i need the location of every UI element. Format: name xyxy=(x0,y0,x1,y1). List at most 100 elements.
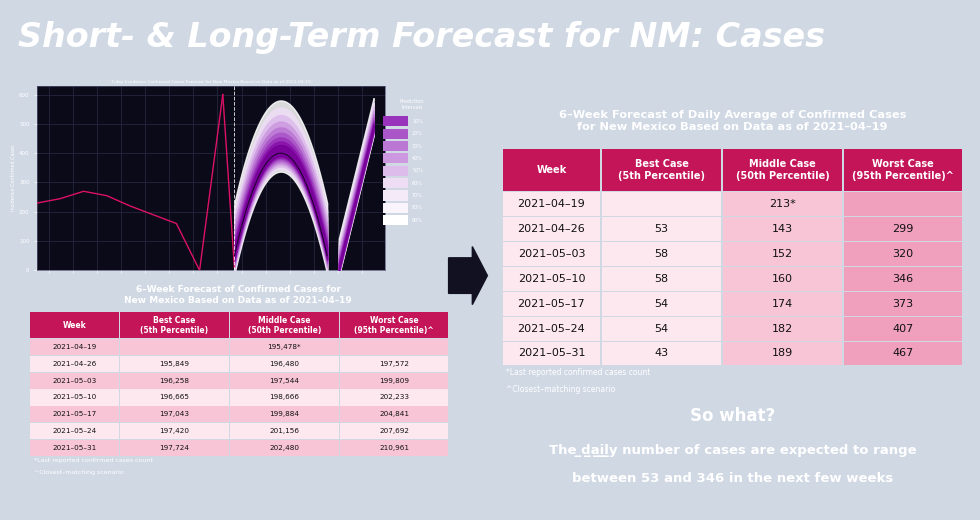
Bar xyxy=(844,267,962,291)
Text: 6–Week Forecast of Confirmed Cases for
New Mexico Based on Data as of 2021–04–19: 6–Week Forecast of Confirmed Cases for N… xyxy=(124,285,352,305)
Bar xyxy=(503,267,600,291)
Text: 195,478*: 195,478* xyxy=(268,344,301,350)
Text: Short- & Long-Term Forecast for NM: Cases: Short- & Long-Term Forecast for NM: Case… xyxy=(18,21,824,54)
Text: 196,258: 196,258 xyxy=(160,378,189,384)
Text: 2021–05–24: 2021–05–24 xyxy=(52,428,97,434)
Text: 2021–05–10: 2021–05–10 xyxy=(517,274,585,284)
Text: 2021–04–26: 2021–04–26 xyxy=(52,361,97,367)
Bar xyxy=(602,149,721,191)
Text: 2021–05–17: 2021–05–17 xyxy=(517,299,585,309)
Bar xyxy=(30,372,119,389)
Text: 2021–04–19: 2021–04–19 xyxy=(52,344,97,350)
Text: 373: 373 xyxy=(893,299,913,309)
Text: 320: 320 xyxy=(893,249,913,259)
Bar xyxy=(230,423,338,439)
Bar xyxy=(30,356,119,372)
Bar xyxy=(30,389,119,406)
Bar xyxy=(230,313,338,338)
Text: ^Closest–matching scenario: ^Closest–matching scenario xyxy=(33,470,123,475)
Bar xyxy=(844,317,962,341)
Text: 189: 189 xyxy=(772,348,793,358)
Text: 197,572: 197,572 xyxy=(379,361,409,367)
Bar xyxy=(30,423,119,439)
Text: Prediction
Intervals: Prediction Intervals xyxy=(400,99,424,110)
Bar xyxy=(230,406,338,422)
Bar xyxy=(723,267,842,291)
Text: 196,665: 196,665 xyxy=(160,395,189,400)
Text: 197,724: 197,724 xyxy=(160,445,189,451)
Text: Middle Case
(50th Percentile): Middle Case (50th Percentile) xyxy=(736,159,829,181)
Text: 199,809: 199,809 xyxy=(379,378,409,384)
Bar xyxy=(121,389,228,406)
Text: 204,841: 204,841 xyxy=(379,411,409,417)
Text: 54: 54 xyxy=(655,299,668,309)
Text: So what?: So what? xyxy=(690,407,775,425)
Bar xyxy=(121,313,228,338)
Bar xyxy=(723,317,842,341)
Bar xyxy=(230,440,338,456)
Y-axis label: Incidence Confirmed Cases: Incidence Confirmed Cases xyxy=(12,145,17,211)
Text: 2021–05–31: 2021–05–31 xyxy=(517,348,585,358)
Text: 40%: 40% xyxy=(412,156,423,161)
Bar xyxy=(844,342,962,366)
Text: 20%: 20% xyxy=(412,132,423,136)
Text: 207,692: 207,692 xyxy=(379,428,409,434)
Text: Week: Week xyxy=(536,165,566,175)
Bar xyxy=(503,317,600,341)
Bar xyxy=(340,440,448,456)
Text: 160: 160 xyxy=(772,274,793,284)
Bar xyxy=(340,372,448,389)
Text: Best Case
(5th Percentile): Best Case (5th Percentile) xyxy=(618,159,705,181)
Bar xyxy=(340,406,448,422)
Text: 346: 346 xyxy=(893,274,913,284)
Bar xyxy=(230,339,338,355)
Bar xyxy=(340,356,448,372)
Bar xyxy=(503,217,600,241)
Text: 197,420: 197,420 xyxy=(160,428,189,434)
Bar xyxy=(383,166,408,176)
Bar xyxy=(30,406,119,422)
Bar xyxy=(503,149,600,191)
Bar xyxy=(121,372,228,389)
Text: Week: Week xyxy=(63,321,86,330)
Text: *Last reported confirmed cases count: *Last reported confirmed cases count xyxy=(33,458,153,463)
FancyArrow shape xyxy=(449,246,487,305)
Bar xyxy=(602,267,721,291)
Bar xyxy=(602,292,721,316)
Text: ^Closest–matching scenario: ^Closest–matching scenario xyxy=(507,385,615,394)
Text: 80%: 80% xyxy=(412,205,423,211)
Text: Middle Case
(50th Percentile): Middle Case (50th Percentile) xyxy=(248,316,321,335)
Bar xyxy=(503,292,600,316)
Text: 201,156: 201,156 xyxy=(270,428,300,434)
Bar xyxy=(383,141,408,151)
Text: 6–Week Forecast of Daily Average of Confirmed Cases
for New Mexico Based on Data: 6–Week Forecast of Daily Average of Conf… xyxy=(559,110,906,132)
Text: 60%: 60% xyxy=(412,181,423,186)
Text: 58: 58 xyxy=(655,249,668,259)
Text: 299: 299 xyxy=(893,224,913,234)
Text: 58: 58 xyxy=(655,274,668,284)
Bar xyxy=(30,339,119,355)
Bar xyxy=(844,149,962,191)
Text: 2021–05–03: 2021–05–03 xyxy=(517,249,585,259)
Bar xyxy=(723,192,842,216)
Text: *Last reported confirmed cases count: *Last reported confirmed cases count xyxy=(507,368,651,377)
Text: 2021–05–17: 2021–05–17 xyxy=(52,411,97,417)
Bar xyxy=(383,190,408,201)
Bar xyxy=(340,423,448,439)
Text: 54: 54 xyxy=(655,323,668,334)
Text: 213*: 213* xyxy=(769,199,796,210)
Text: Best Case
(5th Percentile): Best Case (5th Percentile) xyxy=(140,316,209,335)
Bar xyxy=(503,242,600,266)
Bar xyxy=(340,313,448,338)
Bar xyxy=(121,356,228,372)
Bar xyxy=(340,389,448,406)
Text: 2021–04–19: 2021–04–19 xyxy=(517,199,585,210)
Text: 53: 53 xyxy=(655,224,668,234)
Bar xyxy=(602,342,721,366)
Bar xyxy=(383,215,408,225)
Text: 407: 407 xyxy=(893,323,913,334)
Bar xyxy=(383,178,408,188)
Bar xyxy=(723,292,842,316)
Bar xyxy=(503,192,600,216)
Bar xyxy=(230,372,338,389)
